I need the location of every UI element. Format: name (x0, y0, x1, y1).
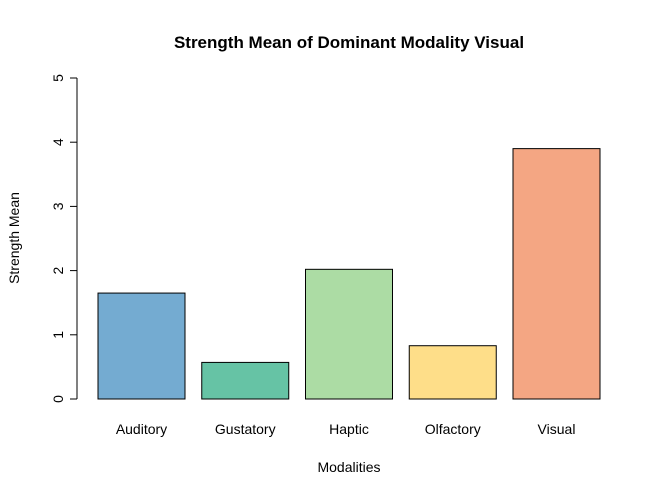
category-label: Gustatory (215, 421, 276, 437)
bar-visual (512, 148, 601, 400)
y-tick-label: 5 (50, 74, 66, 82)
y-axis: 0 1 2 3 4 5 (50, 74, 78, 403)
y-axis-label: Strength Mean (6, 192, 22, 284)
x-axis-label: Modalities (317, 459, 380, 475)
category-label: Olfactory (425, 421, 481, 437)
y-tick-label: 1 (50, 331, 66, 339)
bar-haptic (305, 268, 393, 400)
bar-olfactory (408, 345, 497, 400)
category-label: Auditory (116, 421, 167, 437)
category-labels: Auditory Gustatory Haptic Olfactory Visual (116, 421, 576, 437)
y-tick-label: 2 (50, 266, 66, 274)
y-tick-label: 4 (50, 138, 66, 146)
category-label: Visual (538, 421, 576, 437)
bar-auditory (97, 292, 186, 400)
y-tick-label: 0 (50, 395, 66, 403)
bar-gustatory (201, 361, 290, 400)
bars (97, 148, 601, 400)
y-tick-label: 3 (50, 202, 66, 210)
chart-title: Strength Mean of Dominant Modality Visua… (174, 33, 524, 52)
category-label: Haptic (329, 421, 369, 437)
